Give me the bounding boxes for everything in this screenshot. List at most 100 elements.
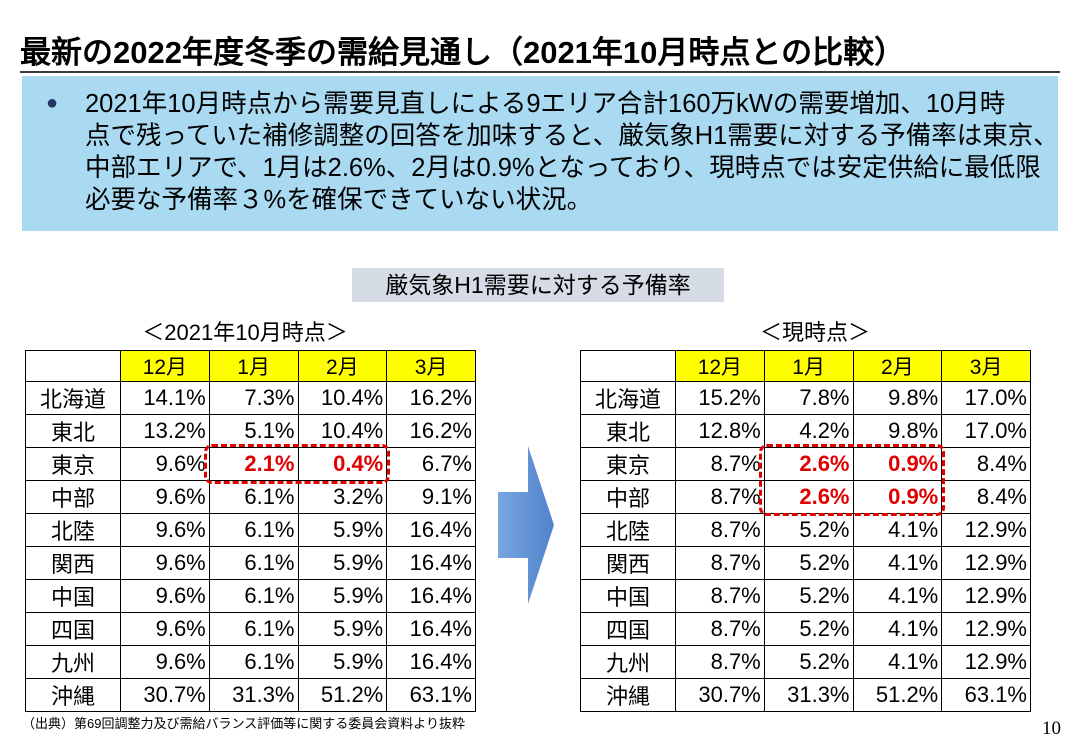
value-cell: 4.1% (852, 546, 943, 580)
region-cell: 関西 (25, 546, 121, 580)
table-row: 沖縄 30.7% 31.3% 51.2% 63.1% (25, 678, 476, 712)
value-cell: 8.4% (941, 447, 1031, 481)
region-cell: 沖縄 (25, 678, 121, 712)
value-cell: 2.6% (763, 480, 854, 514)
value-cell: 10.4% (297, 414, 388, 448)
value-cell: 6.1% (208, 546, 299, 580)
region-cell: 東京 (25, 447, 121, 481)
table-right-caption: ＜現時点＞ (759, 320, 870, 345)
reserve-margin-table-2021-oct: 12月 1月 2月 3月 北海道 14.1% 7.3% 10.4% 16.2% 東北 13.2% 5.… (25, 350, 476, 712)
value-cell: 6.1% (208, 645, 299, 679)
table-row: 中部 8.7% 2.6% 0.9% 8.4% (580, 480, 1031, 514)
summary-line: 中部エリアで、1月は2.6%、2月は0.9%となっており、現時点では安定供給に最… (85, 154, 1041, 182)
value-cell: 9.6% (120, 579, 210, 613)
value-cell: 31.3% (763, 678, 854, 712)
table-row: 関西 9.6% 6.1% 5.9% 16.4% (25, 546, 476, 580)
value-cell: 12.9% (941, 546, 1031, 580)
value-cell: 9.6% (120, 645, 210, 679)
value-cell: 51.2% (297, 678, 388, 712)
region-cell: 関西 (580, 546, 676, 580)
value-cell: 16.4% (386, 612, 476, 646)
value-cell: 4.1% (852, 645, 943, 679)
value-cell: 9.1% (386, 480, 476, 514)
value-cell: 6.1% (208, 579, 299, 613)
region-cell: 中国 (25, 579, 121, 613)
bullet-icon: ● (46, 92, 59, 114)
table-row: 東北 12.8% 4.2% 9.8% 17.0% (580, 414, 1031, 448)
summary-line: 必要な予備率３%を確保できていない状況。 (85, 186, 593, 214)
value-cell: 0.4% (297, 447, 388, 481)
value-cell: 9.6% (120, 447, 210, 481)
value-cell: 5.2% (763, 513, 854, 547)
value-cell: 5.9% (297, 645, 388, 679)
value-cell: 8.7% (675, 579, 765, 613)
value-cell: 9.8% (852, 381, 943, 415)
summary-line: 2021年10月時点から需要見直しによる9エリア合計160万kWの需要増加、10… (85, 90, 1006, 118)
value-cell: 8.7% (675, 612, 765, 646)
value-cell: 12.9% (941, 612, 1031, 646)
value-cell: 6.1% (208, 612, 299, 646)
region-cell: 中部 (580, 480, 676, 514)
summary-text: 2021年10月時点から需要見直しによる9エリア合計160万kWの需要増加、10… (85, 88, 1059, 216)
summary-line: 点で残っていた補修調整の回答を加味すると、厳気象H1需要に対する予備率は東京、 (85, 122, 1059, 150)
slide-title: 最新の2022年度冬季の需給見通し（2021年10月時点との比較） (20, 35, 906, 70)
value-cell: 4.1% (852, 612, 943, 646)
region-cell: 四国 (580, 612, 676, 646)
right-arrow-icon (498, 446, 554, 604)
table-row: 東京 9.6% 2.1% 0.4% 6.7% (25, 447, 476, 481)
reserve-margin-table-current: 12月 1月 2月 3月 北海道 15.2% 7.8% 9.8% 17.0% 東北 12.8% 4.2… (580, 350, 1031, 712)
value-cell: 9.8% (852, 414, 943, 448)
value-cell: 16.4% (386, 513, 476, 547)
table-row: 四国 8.7% 5.2% 4.1% 12.9% (580, 612, 1031, 646)
source-note: （出典）第69回調整力及び需給バランス評価等に関する委員会資料より抜粋 (22, 716, 465, 731)
col-header: 1月 (208, 350, 299, 382)
page-number: 10 (1042, 718, 1061, 739)
region-cell: 東北 (25, 414, 121, 448)
value-cell: 0.9% (852, 480, 943, 514)
region-cell: 北陸 (580, 513, 676, 547)
value-cell: 16.2% (386, 414, 476, 448)
value-cell: 4.2% (763, 414, 854, 448)
region-cell: 九州 (25, 645, 121, 679)
value-cell: 30.7% (675, 678, 765, 712)
table-row: 東北 13.2% 5.1% 10.4% 16.2% (25, 414, 476, 448)
value-cell: 5.9% (297, 546, 388, 580)
value-cell: 9.6% (120, 480, 210, 514)
region-cell: 九州 (580, 645, 676, 679)
region-cell: 中部 (25, 480, 121, 514)
table-header-row: 12月 1月 2月 3月 (25, 350, 476, 382)
value-cell: 5.2% (763, 546, 854, 580)
value-cell: 6.1% (208, 480, 299, 514)
corner-cell (25, 350, 121, 382)
value-cell: 8.4% (941, 480, 1031, 514)
title-rule (20, 71, 1060, 73)
value-cell: 8.7% (675, 645, 765, 679)
table-row: 九州 8.7% 5.2% 4.1% 12.9% (580, 645, 1031, 679)
value-cell: 5.2% (763, 645, 854, 679)
value-cell: 8.7% (675, 480, 765, 514)
table-header-row: 12月 1月 2月 3月 (580, 350, 1031, 382)
value-cell: 8.7% (675, 546, 765, 580)
value-cell: 5.9% (297, 579, 388, 613)
value-cell: 63.1% (941, 678, 1031, 712)
region-cell: 中国 (580, 579, 676, 613)
region-cell: 北海道 (25, 381, 121, 415)
table-left-caption: ＜2021年10月時点＞ (142, 320, 348, 345)
value-cell: 5.2% (763, 612, 854, 646)
region-cell: 北海道 (580, 381, 676, 415)
value-cell: 3.2% (297, 480, 388, 514)
value-cell: 12.9% (941, 579, 1031, 613)
table-row: 九州 9.6% 6.1% 5.9% 16.4% (25, 645, 476, 679)
table-row: 北陸 8.7% 5.2% 4.1% 12.9% (580, 513, 1031, 547)
value-cell: 12.9% (941, 645, 1031, 679)
table-row: 中国 8.7% 5.2% 4.1% 12.9% (580, 579, 1031, 613)
region-cell: 東京 (580, 447, 676, 481)
value-cell: 16.2% (386, 381, 476, 415)
value-cell: 17.0% (941, 381, 1031, 415)
col-header: 12月 (675, 350, 765, 382)
value-cell: 2.1% (208, 447, 299, 481)
col-header: 3月 (941, 350, 1031, 382)
value-cell: 4.1% (852, 579, 943, 613)
table-row: 北海道 14.1% 7.3% 10.4% 16.2% (25, 381, 476, 415)
